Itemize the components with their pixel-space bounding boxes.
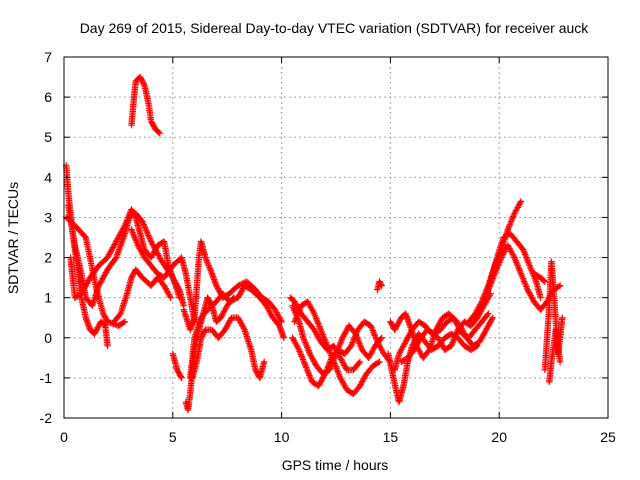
data-point <box>278 318 285 325</box>
y-tick-label: 5 <box>44 129 52 145</box>
axis-ticks <box>63 56 609 419</box>
x-tick-label: 10 <box>274 429 290 445</box>
plot-frame <box>63 56 609 419</box>
data-point <box>260 358 268 366</box>
data-point <box>239 280 246 287</box>
x-tick-label: 5 <box>169 429 177 445</box>
y-tick-label: 2 <box>44 250 52 266</box>
data-point <box>484 311 491 319</box>
data-point <box>376 358 383 366</box>
x-tick-label: 20 <box>491 429 507 445</box>
data-point <box>378 282 385 289</box>
data-point <box>140 80 147 87</box>
data-point <box>355 359 363 367</box>
y-tick-label: 0 <box>44 330 52 346</box>
data-point <box>310 309 317 316</box>
x-axis-label: GPS time / hours <box>282 457 389 473</box>
data-point <box>234 282 242 289</box>
data-point <box>510 252 517 260</box>
data-point <box>176 294 183 301</box>
data-point <box>120 223 128 231</box>
data-point <box>294 345 302 352</box>
y-tick-label: -1 <box>40 370 53 386</box>
data-point <box>321 372 328 379</box>
y-tick-label: 1 <box>44 290 52 306</box>
data-point <box>121 318 129 325</box>
x-tick-label: 25 <box>600 429 616 445</box>
data-point <box>485 310 492 317</box>
data-point <box>178 374 185 382</box>
data-point <box>489 314 496 321</box>
data-point <box>540 277 548 284</box>
data-point <box>229 297 236 304</box>
x-tick-label: 15 <box>383 429 399 445</box>
data-point <box>356 358 364 366</box>
data-point <box>155 129 162 136</box>
data-point <box>237 281 245 288</box>
data-point <box>166 292 174 300</box>
data-point <box>236 281 243 289</box>
data-point <box>120 319 127 326</box>
data-point <box>488 316 496 323</box>
data-point <box>280 334 287 341</box>
data-point <box>227 297 235 305</box>
y-tick-label: 3 <box>44 209 52 225</box>
chart-title: Day 269 of 2015, Sidereal Day-to-day VTE… <box>80 20 590 36</box>
data-point <box>479 299 487 307</box>
data-point <box>81 233 88 240</box>
data-point <box>277 317 284 324</box>
y-tick-label: 7 <box>44 49 52 65</box>
data-point <box>556 282 564 289</box>
data-point <box>555 283 563 290</box>
data-point <box>559 314 566 321</box>
data-point <box>556 358 564 366</box>
data-point <box>177 373 184 380</box>
data-point <box>516 199 524 207</box>
data-point <box>537 294 544 301</box>
grid <box>64 57 608 418</box>
y-axis-label: SDTVAR / TECUs <box>5 182 21 294</box>
y-tick-labels: -2 -1 0 1 2 3 4 5 6 7 <box>40 49 53 426</box>
data-point <box>375 359 382 366</box>
data-point <box>517 198 525 205</box>
data-point <box>541 278 549 285</box>
data-point <box>167 294 174 301</box>
data-point <box>378 334 385 341</box>
x-tick-labels: 0 5 10 15 20 25 <box>60 429 616 445</box>
data-point <box>131 212 139 220</box>
y-tick-label: 6 <box>44 89 52 105</box>
data-point <box>231 295 239 303</box>
x-tick-label: 0 <box>60 429 68 445</box>
data-point <box>226 298 233 305</box>
data-point <box>156 130 163 137</box>
y-tick-label: 4 <box>44 169 52 185</box>
data-point <box>240 325 247 332</box>
data-point <box>104 342 111 349</box>
data-point <box>230 296 237 303</box>
data-points <box>62 73 566 414</box>
y-tick-label: -2 <box>40 410 53 426</box>
data-point <box>377 281 385 288</box>
